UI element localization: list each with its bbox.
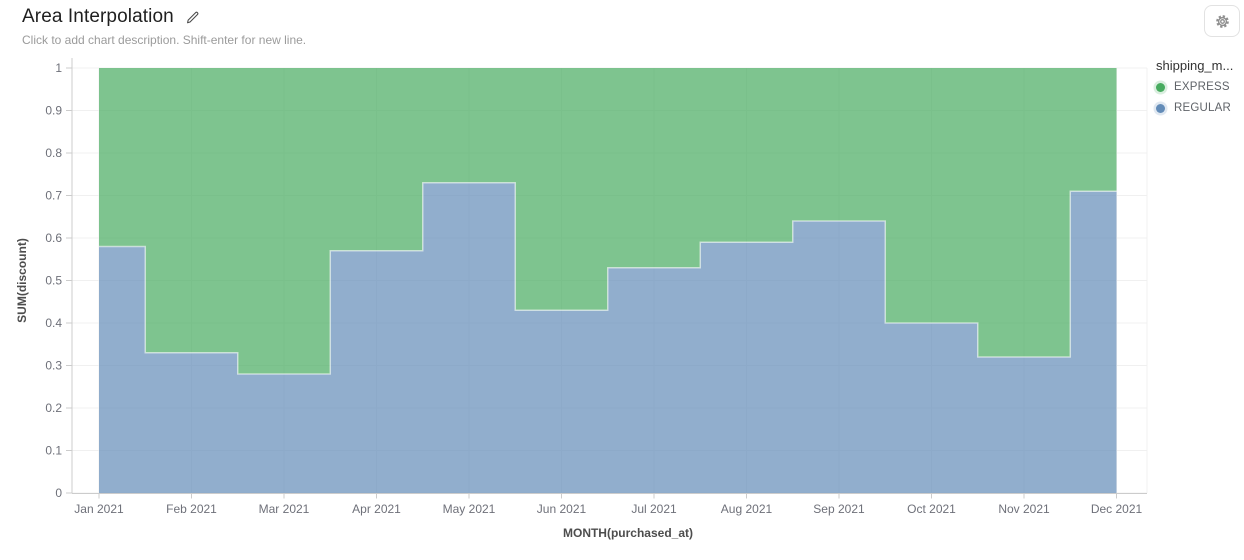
chart-header: Area Interpolation Click to add chart de… bbox=[22, 6, 306, 47]
y-tick-label: 0.3 bbox=[45, 359, 62, 373]
stack-boundary-line bbox=[99, 182, 1117, 375]
y-tick-label: 0.9 bbox=[45, 104, 62, 118]
y-tick-label: 0.1 bbox=[45, 444, 62, 458]
x-tick-label: Sep 2021 bbox=[813, 502, 865, 516]
area-series-express[interactable] bbox=[99, 68, 1117, 374]
chart-description-placeholder[interactable]: Click to add chart description. Shift-en… bbox=[22, 33, 307, 47]
area-series bbox=[99, 68, 1117, 493]
legend-item-regular[interactable]: REGULAR bbox=[1156, 102, 1242, 114]
y-tick-label: 0.4 bbox=[45, 316, 62, 330]
y-tick-label: 0.5 bbox=[45, 274, 62, 288]
x-tick-label: Apr 2021 bbox=[352, 502, 401, 516]
legend-marker-icon bbox=[1156, 82, 1165, 92]
x-tick-label: Mar 2021 bbox=[259, 502, 310, 516]
x-tick-label: Jul 2021 bbox=[631, 502, 677, 516]
gear-icon bbox=[1214, 13, 1231, 30]
x-tick-label: Nov 2021 bbox=[998, 502, 1050, 516]
x-tick-label: Oct 2021 bbox=[907, 502, 956, 516]
settings-button[interactable] bbox=[1204, 5, 1240, 37]
y-tick-label: 0.6 bbox=[45, 231, 62, 245]
legend-item-label: REGULAR bbox=[1174, 102, 1231, 114]
x-tick-label: Aug 2021 bbox=[721, 502, 773, 516]
y-tick-label: 0.2 bbox=[45, 401, 62, 415]
legend: shipping_m... EXPRESS REGULAR bbox=[1156, 58, 1242, 123]
legend-item-express[interactable]: EXPRESS bbox=[1156, 81, 1242, 93]
legend-title: shipping_m... bbox=[1156, 58, 1234, 73]
legend-marker-icon bbox=[1156, 103, 1165, 113]
chart-title[interactable]: Area Interpolation bbox=[22, 6, 174, 27]
x-tick-label: Jan 2021 bbox=[74, 502, 124, 516]
y-tick-label: 0.7 bbox=[45, 189, 62, 203]
x-tick-label: Dec 2021 bbox=[1091, 502, 1143, 516]
area-series-regular[interactable] bbox=[99, 182, 1117, 493]
x-axis-title: MONTH(purchased_at) bbox=[563, 526, 693, 540]
x-tick-label: May 2021 bbox=[443, 502, 496, 516]
axis-labels: 0 0.1 0.2 0.3 0.4 0.5 0.6 0.7 0.8 0.9 1 Jan 2021 Feb… bbox=[15, 61, 1143, 540]
y-tick-label: 0.8 bbox=[45, 146, 62, 160]
legend-item-label: EXPRESS bbox=[1174, 81, 1230, 93]
y-axis-title: SUM(discount) bbox=[15, 238, 29, 323]
edit-pencil-icon[interactable] bbox=[184, 9, 201, 26]
x-tick-label: Feb 2021 bbox=[166, 502, 217, 516]
y-tick-label: 0 bbox=[55, 486, 62, 500]
x-tick-label: Jun 2021 bbox=[537, 502, 587, 516]
axes bbox=[66, 58, 1147, 499]
y-tick-label: 1 bbox=[55, 61, 62, 75]
